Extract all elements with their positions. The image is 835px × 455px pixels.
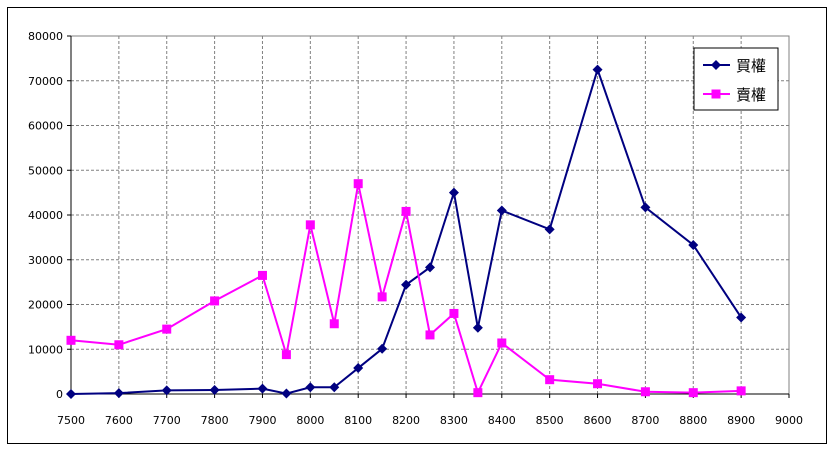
series-group <box>66 64 747 399</box>
y-tick-label: 60000 <box>28 120 63 133</box>
y-tick-label: 10000 <box>28 343 63 356</box>
legend-box <box>693 47 779 111</box>
put-data-point <box>497 338 507 348</box>
put-data-point <box>473 388 483 398</box>
y-tick-label: 30000 <box>28 254 63 267</box>
put-data-point <box>545 375 555 385</box>
call-data-point <box>66 389 76 399</box>
x-tick-label: 9000 <box>775 414 803 427</box>
x-tick-label: 8900 <box>727 414 755 427</box>
x-tick-label: 8800 <box>679 414 707 427</box>
legend-put-label: 賣權 <box>736 86 766 104</box>
call-data-point <box>640 202 651 213</box>
y-tick-label: 70000 <box>28 75 63 88</box>
y-tick-label: 40000 <box>28 209 63 222</box>
x-tick-label: 8200 <box>392 414 420 427</box>
x-tick-label: 7600 <box>105 414 133 427</box>
x-tick-label: 7800 <box>201 414 229 427</box>
put-data-point <box>353 179 363 189</box>
put-data-point <box>281 350 291 360</box>
put-data-point <box>688 388 698 398</box>
put-data-point <box>425 330 435 340</box>
put-data-point <box>593 379 603 389</box>
put-data-point <box>640 387 650 397</box>
put-data-point <box>736 386 746 396</box>
x-tick-label: 8400 <box>488 414 516 427</box>
put-data-point <box>305 220 315 230</box>
legend-call-label: 買權 <box>736 57 766 75</box>
y-tick-label: 20000 <box>28 299 63 312</box>
x-tick-label: 8600 <box>584 414 612 427</box>
x-tick-label: 7700 <box>153 414 181 427</box>
x-tick-label: 8000 <box>296 414 324 427</box>
call-data-point <box>377 343 388 354</box>
y-tick-label: 0 <box>56 388 63 401</box>
put-data-point <box>114 340 124 350</box>
call-data-point <box>329 382 340 393</box>
put-data-point <box>449 308 459 318</box>
legend-call-marker <box>711 60 721 70</box>
call-data-point <box>353 363 364 374</box>
call-data-point <box>305 382 316 393</box>
x-tick-label: 7500 <box>57 414 85 427</box>
put-data-point <box>66 335 76 345</box>
call-data-point <box>688 239 699 250</box>
call-data-point <box>281 388 292 399</box>
y-tick-label: 80000 <box>28 30 63 43</box>
put-data-point <box>257 270 267 280</box>
put-data-point <box>329 319 339 329</box>
legend-put-marker <box>711 89 721 99</box>
put-series-line <box>70 183 742 396</box>
put-data-point <box>162 324 172 334</box>
call-data-point <box>161 385 172 396</box>
x-tick-label: 8100 <box>344 414 372 427</box>
x-tick-label: 8700 <box>631 414 659 427</box>
x-tick-label: 7900 <box>248 414 276 427</box>
call-data-point <box>209 384 220 395</box>
call-data-point <box>592 64 603 75</box>
call-series-line <box>70 66 742 395</box>
put-data-point <box>210 296 220 306</box>
call-data-point <box>448 187 459 198</box>
call-data-point <box>544 224 555 235</box>
call-data-point <box>472 322 483 333</box>
call-data-point <box>257 383 268 394</box>
call-data-point <box>425 262 435 273</box>
call-data-point <box>496 205 507 216</box>
put-data-point <box>377 292 387 302</box>
call-data-point <box>736 312 747 323</box>
axes: 0 10000 20000 30000 40000 50000 60000 70000 8000… <box>28 30 803 427</box>
x-tick-label: 8300 <box>440 414 468 427</box>
x-tick-label: 8500 <box>536 414 564 427</box>
y-tick-label: 50000 <box>28 164 63 177</box>
put-data-point <box>401 206 411 216</box>
call-data-point <box>401 279 412 290</box>
call-data-point <box>113 388 124 399</box>
